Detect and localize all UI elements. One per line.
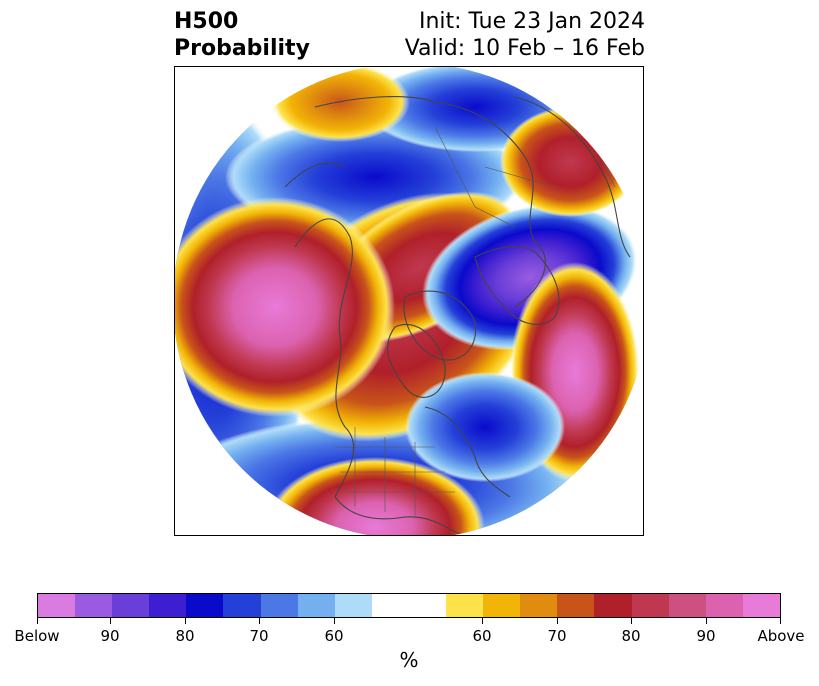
coast-eurasia xyxy=(314,96,546,308)
colorbar-above-swatch xyxy=(557,594,595,617)
colorbar-tick xyxy=(557,618,558,624)
colorbar-tick xyxy=(780,618,781,624)
colorbar-tick-label: 60 xyxy=(472,627,492,645)
colorbar-below-swatch xyxy=(112,594,150,617)
title-left: H500 Probability xyxy=(174,8,310,62)
colorbar-above-swatch xyxy=(705,594,743,617)
colorbar-tick xyxy=(259,618,260,624)
colorbar-below-swatch xyxy=(223,594,261,617)
colorbar-neutral-swatch xyxy=(371,594,447,617)
init-date: Init: Tue 23 Jan 2024 xyxy=(418,9,645,34)
colorbar-tick xyxy=(110,618,111,624)
colorbar-tick xyxy=(706,618,707,624)
colorbar-label: % xyxy=(399,648,419,672)
colorbar-below-swatch xyxy=(186,594,224,617)
title-field-name: H500 xyxy=(174,9,239,34)
colorbar-below-swatch xyxy=(297,594,335,617)
colorbar-tick-label: 70 xyxy=(547,627,567,645)
colorbar-tick-label: Above xyxy=(757,627,805,645)
colorbar-tick xyxy=(334,618,335,624)
probability-map xyxy=(174,66,644,536)
map-svg xyxy=(175,67,640,535)
colorbar xyxy=(37,593,781,618)
colorbar-above-swatch xyxy=(594,594,632,617)
colorbar-tick-label: 90 xyxy=(100,627,120,645)
colorbar-tick-label: 70 xyxy=(249,627,269,645)
eastern-na-below-max xyxy=(405,372,565,482)
colorbar-below-swatch xyxy=(149,594,187,617)
colorbar-above-swatch xyxy=(483,594,521,617)
colorbar-tick xyxy=(185,618,186,624)
colorbar-tick-label: Below xyxy=(14,627,60,645)
colorbar-tick xyxy=(482,618,483,624)
coast-north-america xyxy=(294,218,466,535)
colorbar-above-swatch xyxy=(668,594,706,617)
colorbar-below-swatch xyxy=(260,594,298,617)
pacific-above-max xyxy=(175,197,395,417)
title-right: Init: Tue 23 Jan 2024 Valid: 10 Feb – 16… xyxy=(405,8,645,62)
colorbar-tick xyxy=(631,618,632,624)
border-line xyxy=(434,126,516,228)
colorbar-tick-label: 80 xyxy=(175,627,195,645)
coast-europe xyxy=(474,246,560,325)
colorbar-below-swatch xyxy=(75,594,113,617)
coast-atlantic-se xyxy=(424,406,511,498)
colorbar-tick-label: 60 xyxy=(324,627,344,645)
title-field-type: Probability xyxy=(174,36,310,61)
coastlines xyxy=(284,96,631,535)
anomaly-field xyxy=(175,67,640,535)
colorbar-above-swatch xyxy=(742,594,780,617)
colorbar-above-swatch xyxy=(446,594,484,617)
border-line xyxy=(484,166,556,188)
coast-hudson-bay xyxy=(387,323,446,398)
colorbar-tick xyxy=(37,618,38,624)
colorbar-below-swatch xyxy=(38,594,76,617)
valid-range: Valid: 10 Feb – 16 Feb xyxy=(404,36,645,61)
colorbar-below-swatch xyxy=(334,594,372,617)
coast-greenland xyxy=(403,290,477,361)
colorbar-tick-label: 80 xyxy=(621,627,641,645)
colorbar-tick-label: 90 xyxy=(696,627,716,645)
colorbar-above-swatch xyxy=(631,594,669,617)
colorbar-above-swatch xyxy=(520,594,558,617)
coast-west-pacific xyxy=(284,162,346,188)
coast-east-asia xyxy=(514,96,631,258)
asia-above-area xyxy=(500,107,640,217)
